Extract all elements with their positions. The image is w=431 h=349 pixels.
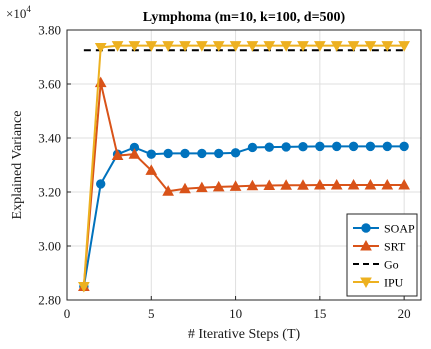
ipu-point — [212, 41, 225, 52]
srt-point — [280, 179, 292, 190]
ipu-point — [280, 41, 292, 52]
ipu-point — [347, 41, 360, 52]
plot-frame — [66, 29, 422, 301]
series-ipu — [78, 41, 410, 293]
chart-title: Lymphoma (m=10, k=100, d=500) — [143, 10, 346, 25]
soap-point — [230, 148, 241, 158]
srt-point — [229, 180, 242, 191]
srt-point — [246, 179, 259, 191]
legend-label-soap: SOAP — [384, 222, 415, 236]
ipu-point — [111, 41, 124, 52]
soap-point — [247, 142, 258, 153]
soap-point — [399, 141, 409, 152]
ipu-point — [364, 41, 377, 52]
srt-point — [111, 149, 124, 161]
y-tick-label: 3.00 — [38, 239, 61, 254]
tick-layer: 0 5 10 15 20 2.80 3.00 3.20 3.40 3.60 3.80 — [38, 23, 410, 322]
ipu-point — [145, 41, 158, 52]
soap-point — [281, 142, 291, 152]
soap-point — [96, 179, 106, 189]
soap-point — [180, 148, 190, 159]
soap-point — [315, 141, 325, 152]
ipu-point — [78, 282, 90, 293]
ipu-point — [381, 41, 394, 52]
ipu-point — [297, 41, 309, 52]
srt-point — [314, 178, 326, 190]
srt-point — [212, 180, 225, 192]
legend: SOAP SRT Go IPU — [346, 213, 418, 297]
y-exponent-power: 4 — [26, 4, 31, 14]
x-tick-label: 0 — [64, 306, 71, 321]
legend-label-srt: SRT — [384, 240, 406, 254]
legend-marker-ipu — [360, 277, 372, 289]
ipu-point — [246, 41, 259, 52]
ipu-point — [196, 41, 208, 52]
srt-point — [179, 182, 191, 194]
y-tick-label: 3.20 — [38, 185, 61, 200]
x-tick-label: 20 — [398, 306, 411, 321]
srt-point — [196, 181, 208, 193]
legend-marker-srt — [360, 239, 372, 251]
soap-point — [298, 141, 308, 152]
x-axis-label: # Iterative Steps (T) — [188, 327, 301, 342]
soap-point — [332, 141, 342, 152]
srt-point — [398, 178, 410, 190]
y-tick-label: 3.80 — [38, 23, 61, 38]
srt-point — [330, 178, 343, 190]
soap-point — [348, 141, 359, 152]
x-tick-label: 5 — [148, 306, 155, 321]
ipu-point — [128, 41, 141, 52]
soap-point — [382, 141, 392, 152]
srt-point — [263, 179, 276, 191]
ipu-point — [330, 41, 343, 52]
y-exponent-base: ×10 — [6, 6, 26, 21]
srt-point — [128, 148, 141, 159]
y-tick-label: 3.60 — [38, 77, 61, 92]
legend-label-go: Go — [384, 258, 399, 272]
srt-point — [162, 185, 174, 196]
soap-point — [264, 142, 274, 152]
srt-point — [145, 164, 158, 175]
x-tick-label: 10 — [229, 306, 242, 321]
srt-point — [297, 179, 309, 190]
y-tick-label: 2.80 — [38, 293, 61, 308]
series-layer — [78, 41, 410, 293]
srt-point — [381, 178, 394, 190]
ipu-point — [94, 43, 107, 54]
srt-point — [364, 178, 377, 190]
y-axis-label: Explained Variance — [10, 111, 25, 220]
legend-label-ipu: IPU — [384, 276, 404, 290]
legend-marker-soap — [361, 223, 371, 233]
ipu-point — [263, 41, 276, 52]
soap-point — [163, 148, 173, 159]
ipu-point — [398, 41, 410, 52]
srt-point — [347, 178, 360, 190]
soap-point — [197, 148, 207, 159]
y-tick-label: 3.40 — [38, 131, 61, 146]
ipu-point — [179, 41, 191, 52]
soap-point — [146, 149, 156, 159]
ipu-point — [162, 41, 174, 52]
x-tick-label: 15 — [313, 306, 326, 321]
y-exponent-label: ×104 — [6, 4, 31, 21]
soap-point — [214, 148, 224, 159]
soap-point — [365, 141, 376, 152]
ipu-point — [229, 41, 242, 52]
ipu-point — [314, 41, 326, 52]
